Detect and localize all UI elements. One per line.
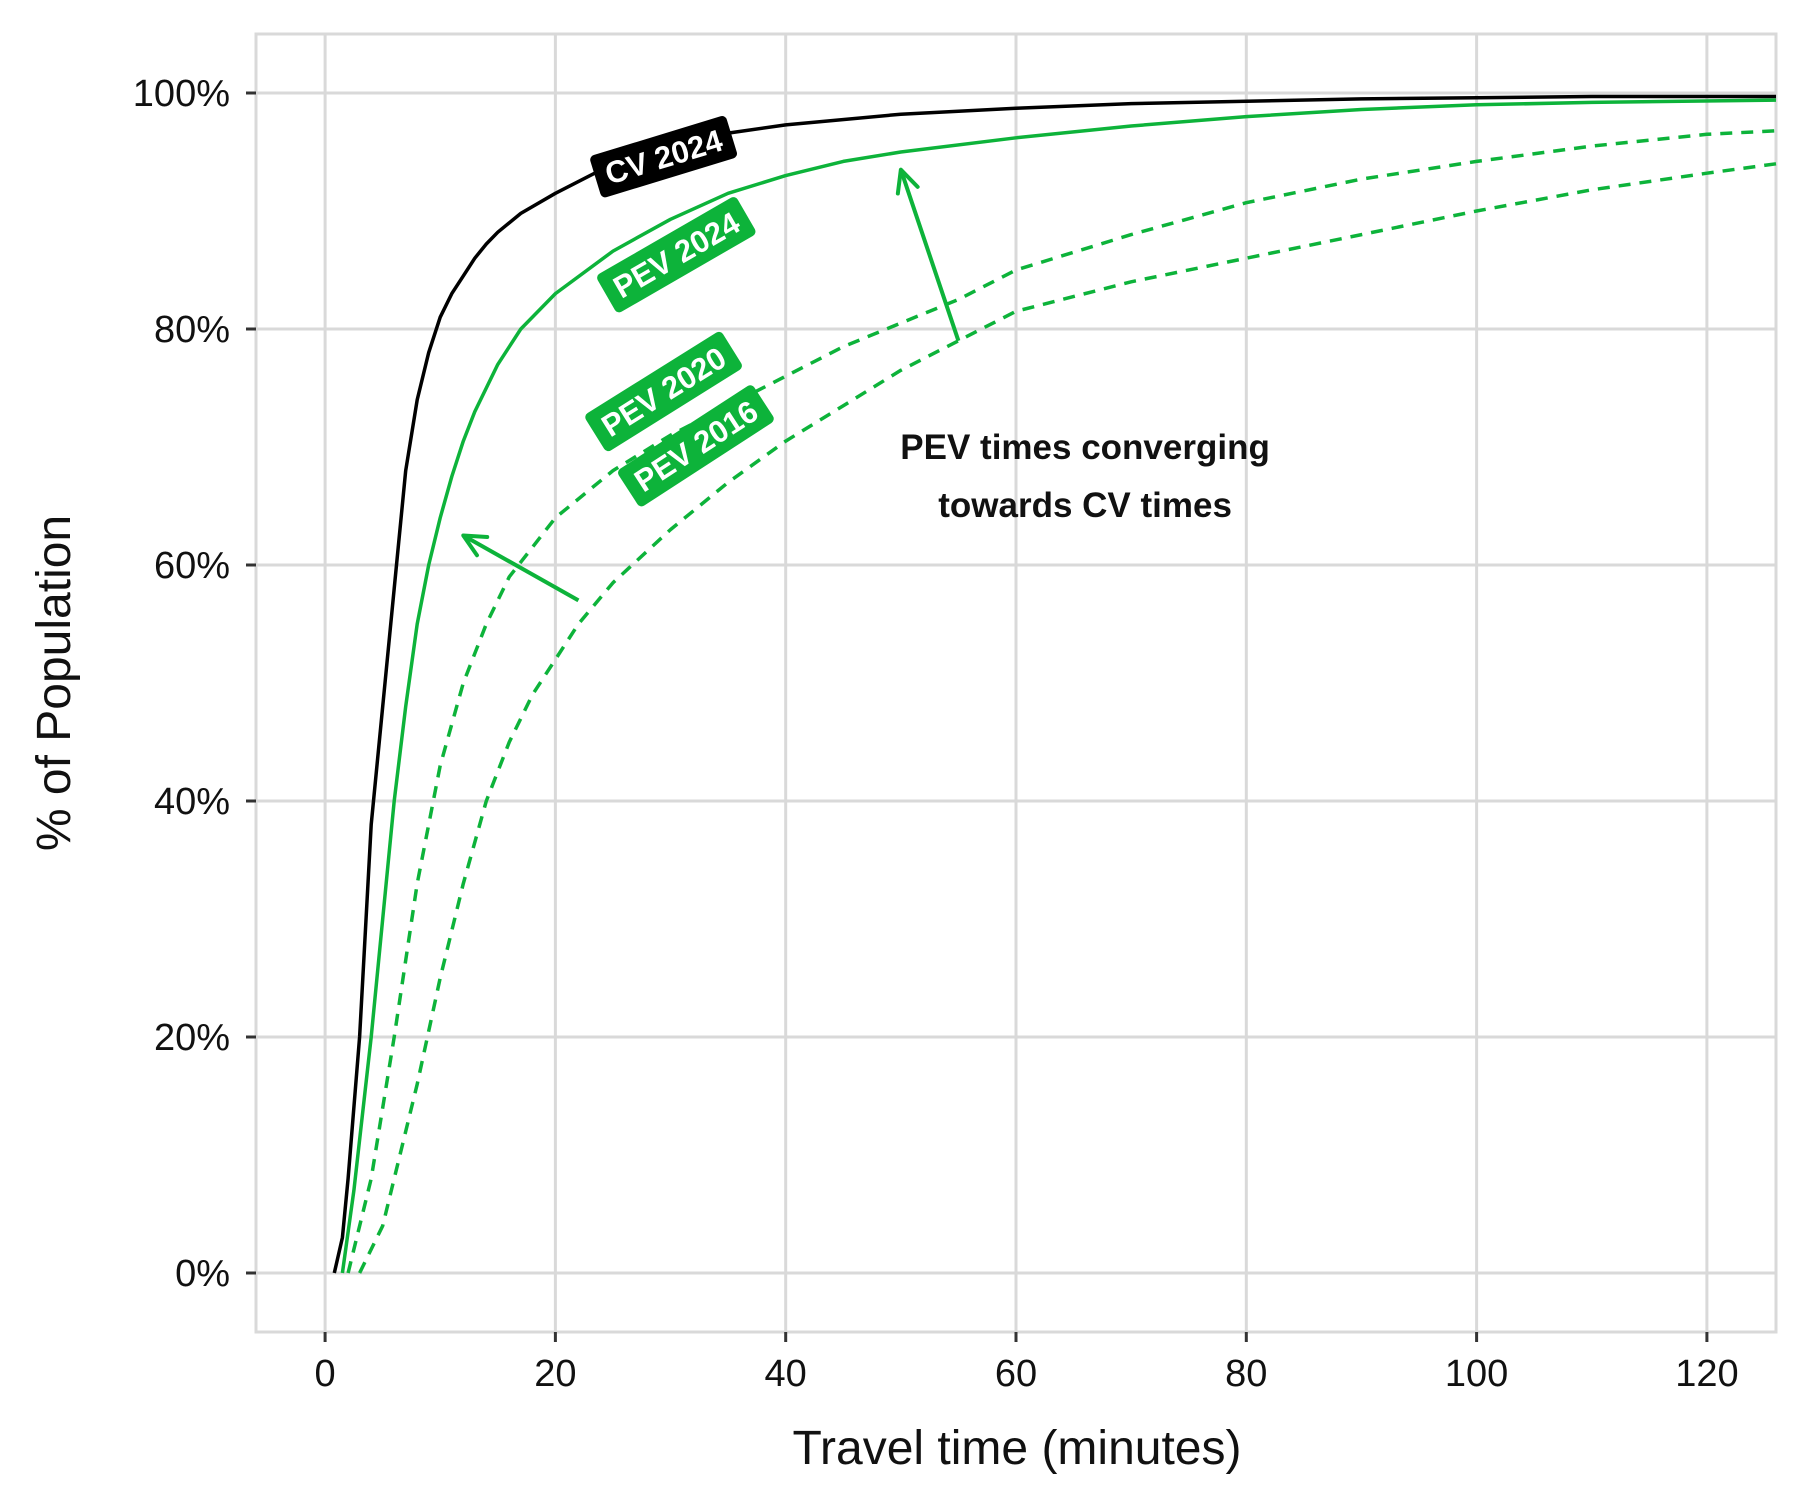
series-lines <box>332 94 1777 1274</box>
y-axis-title: % of Population <box>28 515 81 851</box>
x-tick-label: 0 <box>315 1353 336 1395</box>
x-tick-label: 120 <box>1675 1353 1738 1395</box>
series-label-badge <box>597 197 756 313</box>
annotation-arrows <box>461 167 961 603</box>
tick-labels: 0 20 40 60 80 100 120 0% 20% 40% 60% 80% 100% <box>133 73 1739 1395</box>
series-label-badge <box>590 116 737 198</box>
y-tick-label: 0% <box>175 1253 230 1295</box>
x-tick-label: 100 <box>1445 1353 1508 1395</box>
series-line-pev-2024 <box>340 98 1777 1274</box>
y-tick-label: 20% <box>154 1017 230 1059</box>
y-tick-label: 80% <box>154 309 230 351</box>
annotation-arrow-shaft <box>898 169 961 342</box>
series-label-badge <box>618 385 774 507</box>
y-tick-label: 100% <box>133 73 230 115</box>
annotation-line: towards CV times <box>938 486 1232 525</box>
series-line-pev-2020 <box>346 129 1777 1274</box>
series-line-cv-2024 <box>332 94 1776 1274</box>
annotation-arrow-shaft <box>462 533 580 603</box>
series-line-pev-2016 <box>358 162 1777 1274</box>
x-tick-label: 20 <box>534 1353 576 1395</box>
annotation-arrow-head <box>895 167 920 196</box>
annotation-text: PEV times converging towards CV times <box>900 428 1270 525</box>
x-tick-label: 40 <box>765 1353 807 1395</box>
x-tick-label: 80 <box>1225 1353 1267 1395</box>
annotation-line: PEV times converging <box>900 428 1270 467</box>
x-axis-title: Travel time (minutes) <box>793 1422 1242 1475</box>
y-tick-label: 40% <box>154 781 230 823</box>
series-label-badge <box>585 331 742 452</box>
annotation-arrow-head <box>461 533 490 558</box>
grid <box>254 32 1778 1334</box>
y-tick-label: 60% <box>154 545 230 587</box>
x-tick-label: 60 <box>995 1353 1037 1395</box>
